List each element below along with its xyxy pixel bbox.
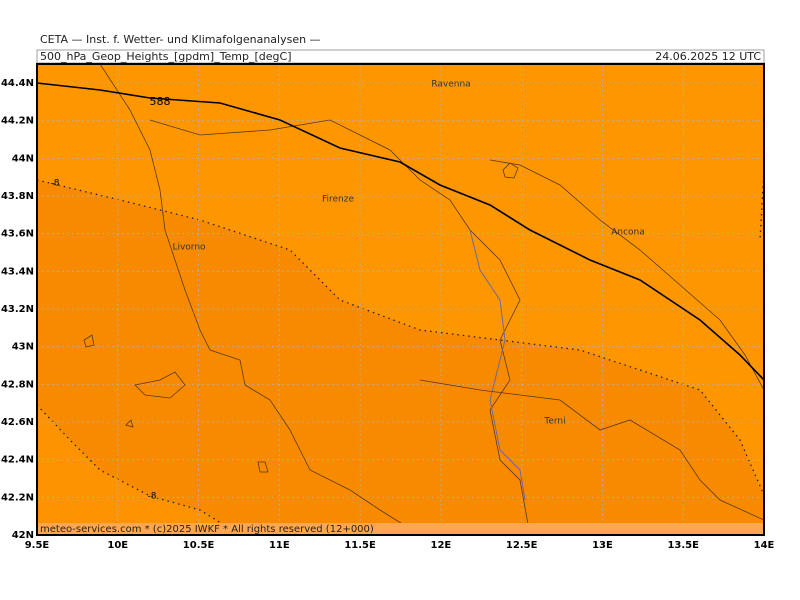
contour-label: -8 — [148, 492, 157, 502]
graticule — [36, 64, 765, 536]
temp-field-cold — [37, 180, 764, 535]
lat-tick-label: 42.2N — [1, 492, 34, 503]
lat-tick-label: 42N — [12, 530, 34, 541]
river — [469, 229, 526, 501]
height-contour — [36, 82, 765, 381]
lat-tick-label: 43.8N — [1, 191, 34, 202]
lat-tick-label: 43.6N — [1, 229, 34, 240]
temp-field-warm-sw — [37, 405, 240, 535]
lon-tick-label: 13.5E — [667, 540, 699, 551]
lat-tick-label: 42.4N — [1, 455, 34, 466]
city-label: Firenze — [322, 195, 354, 205]
lat-tick-label: 43.4N — [1, 266, 34, 277]
lon-tick-label: 12.5E — [506, 540, 538, 551]
lon-tick-label: 12E — [431, 540, 452, 551]
lat-tick-label: 42.8N — [1, 379, 34, 390]
city-label: Terni — [543, 417, 565, 427]
lat-tick-label: 44.4N — [1, 78, 34, 89]
islands — [83, 162, 519, 473]
lon-tick-label: 10E — [107, 540, 128, 551]
map-area: meteo-services.com * (c)2025 IWKF * All … — [36, 63, 765, 536]
lon-tick-label: 13E — [592, 540, 613, 551]
footer-text: meteo-services.com * (c)2025 IWKF * All … — [40, 524, 374, 535]
lat-tick-label: 42.6N — [1, 417, 34, 428]
contour-label: -8 — [51, 179, 60, 189]
contour-label: 588 — [150, 95, 171, 108]
header-title: CETA — Inst. f. Wetter- und Klimafolgena… — [40, 33, 321, 46]
footer-bar — [37, 523, 764, 535]
lon-tick-label: 11E — [269, 540, 290, 551]
border — [149, 119, 531, 536]
city-label: Ravenna — [431, 80, 470, 90]
city-label: Ancona — [611, 228, 645, 238]
lat-tick-label: 44.2N — [1, 116, 34, 127]
lon-tick-label: 14E — [754, 540, 775, 551]
lon-tick-label: 10.5E — [183, 540, 215, 551]
coastline — [489, 159, 765, 391]
lon-tick-label: 9.5E — [25, 540, 50, 551]
coastline — [99, 63, 421, 536]
lat-tick-label: 44N — [12, 153, 34, 164]
map-frame — [36, 63, 765, 536]
city-label: Livorno — [172, 243, 206, 253]
border — [419, 379, 765, 521]
lat-tick-label: 43.2N — [1, 304, 34, 315]
valid-time: 24.06.2025 12 UTC — [655, 50, 761, 63]
product-name: 500_hPa_Geop_Heights_[gpdm]_Temp_[degC] — [40, 50, 292, 63]
lon-tick-label: 11.5E — [344, 540, 376, 551]
lat-tick-label: 43N — [12, 342, 34, 353]
isotherm — [36, 179, 765, 496]
